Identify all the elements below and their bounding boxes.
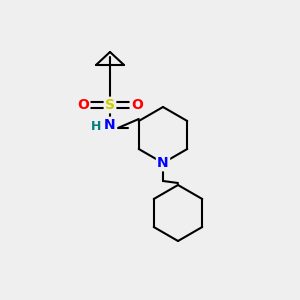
Text: S: S [105, 98, 115, 112]
Text: N: N [157, 156, 169, 170]
Text: H: H [91, 121, 101, 134]
Text: N: N [104, 118, 116, 132]
Text: O: O [77, 98, 89, 112]
Text: O: O [131, 98, 143, 112]
